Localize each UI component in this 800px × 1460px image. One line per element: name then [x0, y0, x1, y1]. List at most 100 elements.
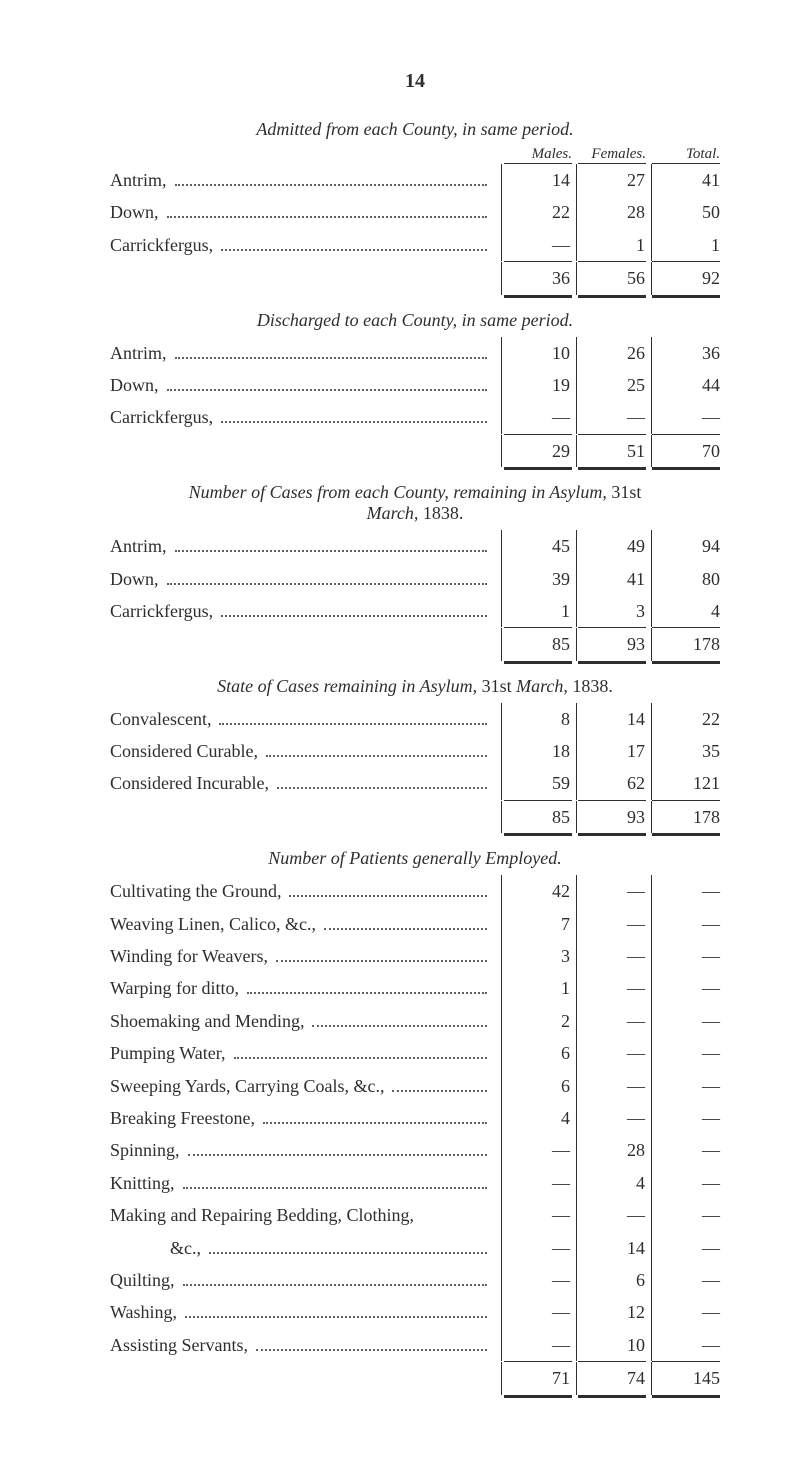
cell-t: 121	[651, 767, 720, 799]
cell-t: 80	[651, 563, 720, 595]
cell-f: 6	[576, 1264, 645, 1296]
cell-m: —	[501, 1296, 570, 1328]
table-row: Cultivating the Ground,42——	[110, 875, 720, 907]
table-row: Shoemaking and Mending,2——	[110, 1005, 720, 1037]
section-discharged: Discharged to each County, in same perio…	[110, 310, 720, 471]
cell-m: 39	[501, 563, 570, 595]
row-label: Carrickfergus,	[110, 401, 213, 433]
cell-m: 45	[501, 530, 570, 562]
cell-f: —	[576, 1005, 645, 1037]
row-label: Knitting,	[110, 1167, 175, 1199]
col-males: Males.	[504, 146, 572, 163]
state-title-1: State of Cases remaining in Asylum,	[217, 676, 477, 696]
row-label: Warping for ditto,	[110, 972, 239, 1004]
row-label: Shoemaking and Mending,	[110, 1005, 304, 1037]
row-label: Down,	[110, 369, 159, 401]
cell-m: 10	[501, 337, 570, 369]
cell-f: 28	[576, 1134, 645, 1166]
col-females: Females.	[578, 146, 646, 163]
cell-t: 70	[651, 435, 720, 467]
state-total-row: 85 93 178	[110, 801, 720, 833]
cell-m: 1	[501, 972, 570, 1004]
row-label: Weaving Linen, Calico, &c.,	[110, 908, 316, 940]
cell-f: —	[576, 1102, 645, 1134]
cell-t: —	[651, 940, 720, 972]
table-row: Pumping Water,6——	[110, 1037, 720, 1069]
cell-f: 25	[576, 369, 645, 401]
row-label: Antrim,	[110, 337, 167, 369]
cell-t: —	[651, 1167, 720, 1199]
row-label: &c.,	[110, 1232, 201, 1264]
state-title-year: 1838.	[572, 676, 613, 696]
cell-m: 3	[501, 940, 570, 972]
cell-m: —	[501, 1232, 570, 1264]
row-label: Down,	[110, 563, 159, 595]
cell-m: 22	[501, 196, 570, 228]
cell-f: 14	[576, 703, 645, 735]
table-row: Considered Incurable,5962121	[110, 767, 720, 799]
table-row: Carrickfergus,134	[110, 595, 720, 627]
discharged-total-row: 29 51 70	[110, 435, 720, 467]
cell-t: —	[651, 1232, 720, 1264]
admitted-title: Admitted from each County, in same perio…	[110, 119, 720, 140]
row-label: Breaking Freestone,	[110, 1102, 255, 1134]
state-title-31st: 31st	[482, 676, 512, 696]
row-label: Making and Repairing Bedding, Clothing,	[110, 1199, 414, 1231]
table-row: Warping for ditto,1——	[110, 972, 720, 1004]
remaining-total-row: 85 93 178	[110, 628, 720, 660]
cell-m: 7	[501, 908, 570, 940]
cell-t: —	[651, 972, 720, 1004]
row-label: Carrickfergus,	[110, 229, 213, 261]
cell-m: —	[501, 1264, 570, 1296]
table-row: Down,192544	[110, 369, 720, 401]
cell-m: —	[501, 401, 570, 433]
state-title-march: March,	[516, 676, 568, 696]
table-row: Weaving Linen, Calico, &c.,7——	[110, 908, 720, 940]
cell-f: 3	[576, 595, 645, 627]
cell-m: —	[501, 1134, 570, 1166]
cell-m: 8	[501, 703, 570, 735]
table-row: Antrim,102636	[110, 337, 720, 369]
table-row: Convalescent,81422	[110, 703, 720, 735]
cell-m: 36	[501, 262, 570, 294]
table-row: Considered Curable,181735	[110, 735, 720, 767]
cell-m: —	[501, 1167, 570, 1199]
row-label: Quilting,	[110, 1264, 175, 1296]
cell-f: 62	[576, 767, 645, 799]
table-row: Carrickfergus,———	[110, 401, 720, 433]
discharged-title: Discharged to each County, in same perio…	[110, 310, 720, 331]
cell-t: —	[651, 1296, 720, 1328]
cell-t: —	[651, 1102, 720, 1134]
table-row: Antrim,142741	[110, 164, 720, 196]
cell-f: 93	[576, 628, 645, 660]
row-label: Convalescent,	[110, 703, 211, 735]
cell-m: 6	[501, 1037, 570, 1069]
cell-t: —	[651, 1005, 720, 1037]
cell-t: 41	[651, 164, 720, 196]
table-row: Carrickfergus,—11	[110, 229, 720, 261]
cell-m: 1	[501, 595, 570, 627]
cell-t: 35	[651, 735, 720, 767]
cell-m: 85	[501, 628, 570, 660]
admitted-total-row: 36 56 92	[110, 262, 720, 294]
cell-f: 93	[576, 801, 645, 833]
cell-m: —	[501, 229, 570, 261]
cell-f: 41	[576, 563, 645, 595]
cell-f: —	[576, 875, 645, 907]
state-title: State of Cases remaining in Asylum, 31st…	[110, 676, 720, 697]
cell-f: 51	[576, 435, 645, 467]
row-label: Carrickfergus,	[110, 595, 213, 627]
cell-f: 17	[576, 735, 645, 767]
table-row: Assisting Servants,—10—	[110, 1329, 720, 1361]
section-state: State of Cases remaining in Asylum, 31st…	[110, 676, 720, 837]
row-label: Spinning,	[110, 1134, 180, 1166]
table-row: Sweeping Yards, Carrying Coals, &c.,6——	[110, 1070, 720, 1102]
cell-t: —	[651, 1199, 720, 1231]
row-label: Antrim,	[110, 530, 167, 562]
table-row: Down, 394180	[110, 563, 720, 595]
cell-t: 1	[651, 229, 720, 261]
table-row: Down,222850	[110, 196, 720, 228]
cell-f: 4	[576, 1167, 645, 1199]
remaining-title-march: March,	[367, 503, 419, 523]
table-row: Making and Repairing Bedding, Clothing, —…	[110, 1199, 720, 1231]
